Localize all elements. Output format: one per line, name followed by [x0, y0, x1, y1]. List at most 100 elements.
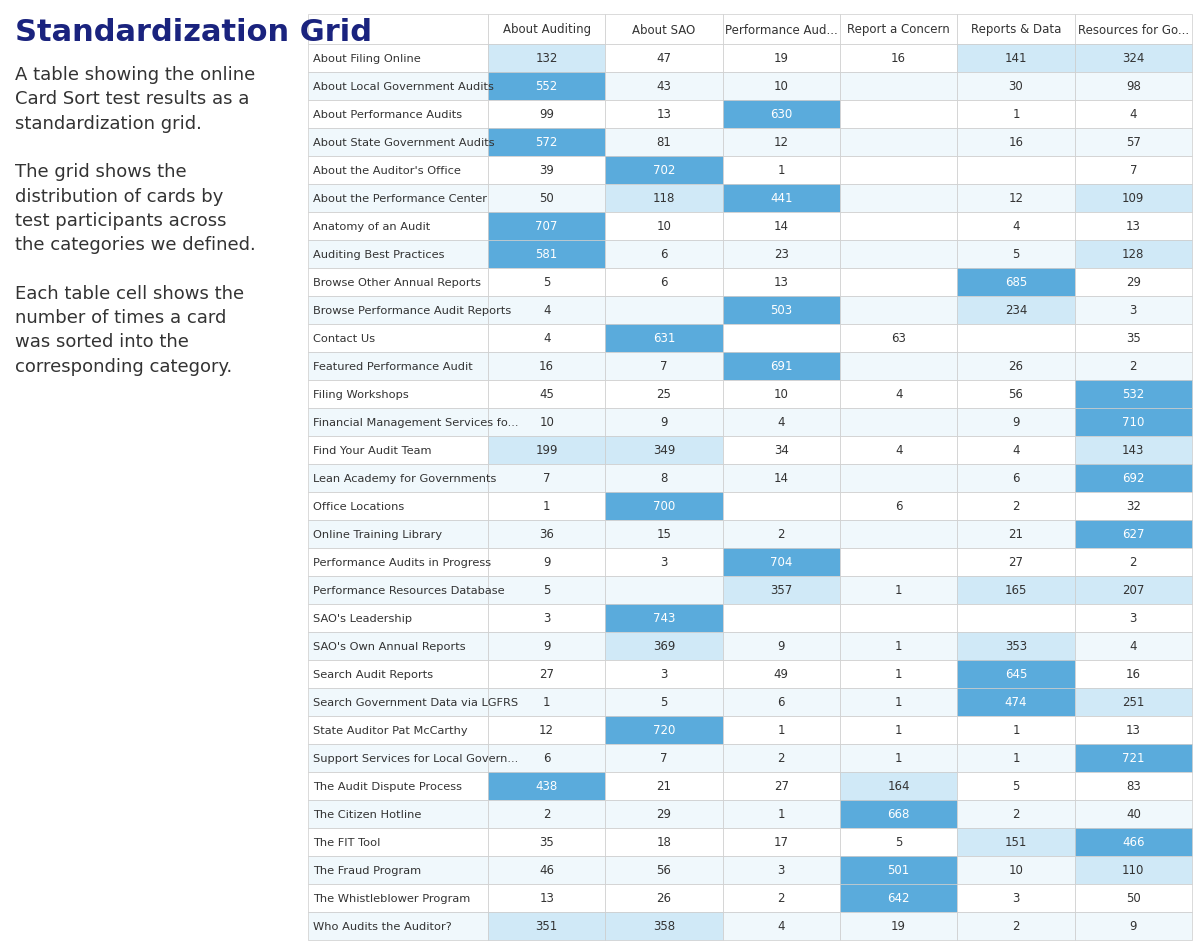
- Text: 3: 3: [1129, 612, 1138, 625]
- Bar: [488, 241, 605, 268]
- Text: 10: 10: [539, 416, 554, 429]
- Bar: [308, 772, 488, 801]
- Text: 1: 1: [895, 584, 902, 597]
- Bar: [308, 45, 488, 73]
- Bar: [840, 744, 958, 772]
- Bar: [1075, 548, 1192, 576]
- Text: 39: 39: [539, 165, 554, 177]
- Bar: [308, 213, 488, 241]
- Bar: [605, 45, 722, 73]
- Text: Contact Us: Contact Us: [313, 333, 376, 344]
- Text: 438: 438: [535, 780, 558, 793]
- Bar: [958, 157, 1075, 185]
- Text: 1: 1: [1013, 752, 1020, 764]
- Bar: [605, 548, 722, 576]
- Bar: [605, 716, 722, 744]
- Bar: [308, 157, 488, 185]
- Text: 14: 14: [774, 472, 788, 485]
- Bar: [605, 576, 722, 605]
- Bar: [1075, 632, 1192, 661]
- Bar: [840, 521, 958, 548]
- Bar: [1075, 437, 1192, 465]
- Text: 4: 4: [895, 388, 902, 401]
- Bar: [958, 884, 1075, 912]
- Bar: [308, 101, 488, 129]
- Bar: [958, 129, 1075, 157]
- Text: Lean Academy for Governments: Lean Academy for Governments: [313, 473, 497, 484]
- Bar: [605, 241, 722, 268]
- Bar: [840, 129, 958, 157]
- Text: 35: 35: [1126, 332, 1141, 346]
- Bar: [488, 185, 605, 213]
- Bar: [605, 157, 722, 185]
- Text: 25: 25: [656, 388, 672, 401]
- Text: Standardization Grid: Standardization Grid: [14, 18, 372, 47]
- Bar: [1075, 884, 1192, 912]
- Bar: [840, 157, 958, 185]
- Text: SAO's Own Annual Reports: SAO's Own Annual Reports: [313, 642, 466, 651]
- Text: 5: 5: [1013, 248, 1020, 261]
- Text: State Auditor Pat McCarthy: State Auditor Pat McCarthy: [313, 725, 468, 735]
- Bar: [605, 688, 722, 716]
- Text: 685: 685: [1004, 276, 1027, 289]
- Bar: [488, 801, 605, 828]
- Text: Filing Workshops: Filing Workshops: [313, 389, 409, 400]
- Text: A table showing the online
Card Sort test results as a
standardization grid.

Th: A table showing the online Card Sort tes…: [14, 66, 256, 375]
- Bar: [840, 408, 958, 437]
- Text: 29: 29: [1126, 276, 1141, 289]
- Text: 642: 642: [888, 892, 910, 904]
- Bar: [488, 884, 605, 912]
- Bar: [958, 408, 1075, 437]
- Text: 1: 1: [895, 724, 902, 737]
- Text: 668: 668: [888, 807, 910, 821]
- Text: 118: 118: [653, 192, 676, 206]
- Bar: [488, 268, 605, 297]
- Bar: [1075, 856, 1192, 884]
- Bar: [488, 465, 605, 492]
- Bar: [958, 352, 1075, 381]
- Bar: [308, 716, 488, 744]
- Bar: [488, 381, 605, 408]
- Bar: [840, 884, 958, 912]
- Bar: [308, 912, 488, 940]
- Bar: [308, 632, 488, 661]
- Text: About Performance Audits: About Performance Audits: [313, 109, 462, 120]
- Text: About SAO: About SAO: [632, 24, 696, 36]
- Text: 63: 63: [892, 332, 906, 346]
- Bar: [1075, 45, 1192, 73]
- Text: 2: 2: [1013, 500, 1020, 513]
- Text: Performance Audits in Progress: Performance Audits in Progress: [313, 558, 491, 567]
- Text: 3: 3: [1013, 892, 1020, 904]
- Bar: [488, 325, 605, 352]
- Bar: [1075, 297, 1192, 325]
- Bar: [958, 15, 1075, 45]
- Text: 1: 1: [542, 500, 551, 513]
- Text: 141: 141: [1004, 52, 1027, 66]
- Bar: [958, 548, 1075, 576]
- Bar: [840, 73, 958, 101]
- Text: 691: 691: [770, 360, 792, 373]
- Text: 9: 9: [1013, 416, 1020, 429]
- Bar: [958, 688, 1075, 716]
- Bar: [605, 465, 722, 492]
- Text: 503: 503: [770, 305, 792, 317]
- Text: 1: 1: [1013, 724, 1020, 737]
- Bar: [722, 241, 840, 268]
- Bar: [308, 352, 488, 381]
- Text: 2: 2: [1129, 360, 1138, 373]
- Bar: [958, 492, 1075, 521]
- Text: 151: 151: [1004, 836, 1027, 848]
- Bar: [605, 15, 722, 45]
- Text: 21: 21: [1008, 528, 1024, 541]
- Bar: [605, 521, 722, 548]
- Bar: [958, 45, 1075, 73]
- Bar: [840, 352, 958, 381]
- Text: 27: 27: [774, 780, 788, 793]
- Text: 9: 9: [542, 556, 551, 569]
- Bar: [488, 912, 605, 940]
- Bar: [958, 716, 1075, 744]
- Text: 1: 1: [895, 752, 902, 764]
- Bar: [308, 576, 488, 605]
- Bar: [840, 856, 958, 884]
- Bar: [722, 744, 840, 772]
